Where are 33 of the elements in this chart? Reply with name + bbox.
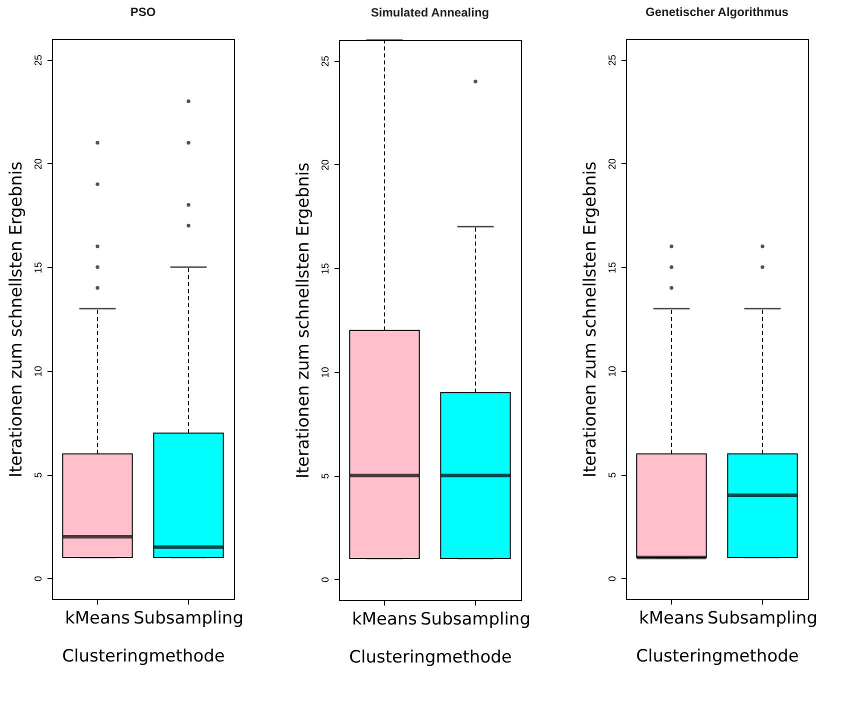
y-tick-label: 5 [608,472,618,478]
y-tick-label: 0 [608,576,618,582]
x-tick-label: kMeans [638,608,704,628]
y-tick-label: 15 [320,262,332,274]
y-tick-label: 20 [34,158,44,170]
x-tick-label: Subsampling [708,608,818,628]
y-axis-title: Iterationen zum schnellsten Ergebnis [580,161,600,478]
y-tick-label: 5 [34,472,44,478]
y-tick-label: 25 [320,55,332,67]
x-axis-title: Clusteringmethode [349,648,512,668]
x-tick-label: kMeans [64,608,130,628]
chart-title: Genetischer Algorithmus [646,5,789,19]
y-axis-title: Iterationen zum schnellsten Ergebnis [6,161,26,478]
y-tick-label: 10 [608,365,618,377]
chart-title: PSO [130,5,156,19]
x-tick-label: Subsampling [134,608,244,628]
y-tick-label: 10 [320,366,332,378]
x-axis-title: Clusteringmethode [636,646,799,666]
y-tick-label: 0 [320,576,332,583]
y-tick-label: 25 [608,54,618,66]
y-axis-title: Iterationen zum schnellsten Ergebnis [294,162,314,479]
y-tick-label: 25 [34,54,44,66]
y-tick-label: 15 [34,262,44,274]
y-tick-label: 20 [608,158,618,170]
y-tick-label: 10 [34,365,44,377]
x-tick-label: kMeans [352,610,418,630]
y-tick-label: 20 [320,158,332,171]
x-axis-title: Clusteringmethode [62,646,225,666]
chart-title: Simulated Annealing [370,5,490,20]
y-tick-label: 15 [608,262,618,274]
x-tick-label: Subsampling [420,610,530,630]
y-tick-label: 0 [34,576,44,582]
y-tick-label: 5 [320,472,332,479]
